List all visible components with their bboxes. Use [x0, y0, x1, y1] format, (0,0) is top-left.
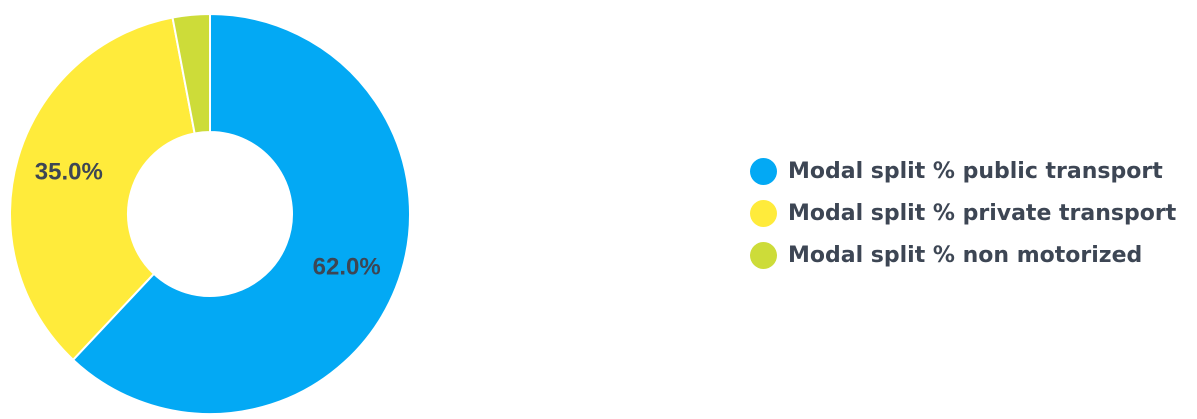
data-label-public-transport: 62.0%: [313, 253, 381, 280]
legend-swatch-public-transport: [750, 157, 777, 185]
legend-label-non-motorized: Modal split % non motorized: [788, 242, 1143, 268]
chart-slices: [9, 12, 411, 415]
chart-data-labels: 62.0% 35.0%: [35, 158, 381, 280]
slice-public-transport[interactable]: [71, 12, 411, 415]
legend-item-non-motorized[interactable]: Modal split % non motorized: [750, 234, 1176, 276]
legend-swatch-private-transport: [750, 199, 777, 227]
legend-swatch-non-motorized: [750, 241, 777, 269]
legend-label-private-transport: Modal split % private transport: [788, 200, 1177, 226]
legend-item-public-transport[interactable]: Modal split % public transport: [750, 150, 1176, 192]
legend-item-private-transport[interactable]: Modal split % private transport: [750, 192, 1176, 234]
donut-chart: 62.0% 35.0%: [9, 12, 411, 415]
data-label-private-transport: 35.0%: [35, 158, 103, 185]
slice-non-motorized[interactable]: [171, 12, 211, 135]
slice-private-transport[interactable]: [9, 16, 196, 362]
legend-label-public-transport: Modal split % public transport: [788, 158, 1163, 184]
chart-legend: Modal split % public transport Modal spl…: [750, 150, 1176, 276]
